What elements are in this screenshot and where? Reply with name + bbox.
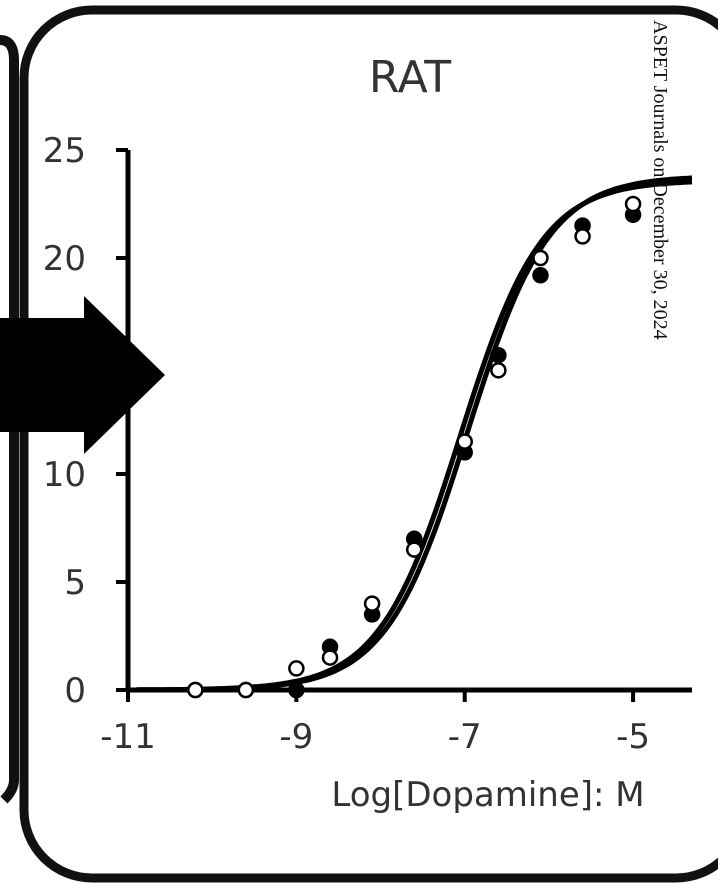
data-point-open	[321, 649, 339, 666]
data-point-open	[574, 228, 591, 245]
y-tick-label: 25	[43, 131, 86, 171]
x-axis-label: Log[Dopamine]: M	[331, 775, 644, 815]
data-point-open	[456, 433, 473, 450]
arrow-right-icon	[0, 296, 165, 454]
data-point-open	[532, 249, 549, 267]
fit-curves	[136, 175, 693, 693]
chart-title: RAT	[369, 52, 451, 103]
y-tick-label: 0	[64, 671, 86, 711]
data-point-open	[237, 681, 255, 699]
data-point-open	[363, 595, 381, 612]
fit-curve-line	[136, 175, 693, 693]
data-point-open	[490, 362, 507, 379]
x-tick-label: -9	[279, 717, 313, 757]
panel-border	[19, 5, 718, 883]
y-tick-label: 10	[43, 455, 86, 495]
x-tick-label: -7	[448, 717, 482, 757]
y-tick-label: 5	[64, 563, 86, 603]
left-panel-border	[0, 35, 19, 804]
watermark-text: ASPET Journals on December 30, 2024	[649, 20, 671, 340]
fit-curve-line	[136, 179, 693, 693]
data-point-filled	[490, 346, 507, 364]
axes-group: 0 5 10 20 25 -11 -9 -7 -5	[43, 131, 692, 757]
y-tick-label: 20	[43, 239, 86, 279]
x-tick-label: -5	[616, 717, 650, 757]
data-points	[187, 195, 642, 699]
data-point-open	[624, 195, 642, 213]
data-point-filled	[532, 267, 549, 284]
data-point-filled	[288, 681, 305, 699]
data-point-open	[187, 681, 204, 699]
data-point-open	[288, 660, 305, 677]
x-tick-label: -11	[100, 717, 156, 757]
data-point-open	[405, 541, 423, 558]
